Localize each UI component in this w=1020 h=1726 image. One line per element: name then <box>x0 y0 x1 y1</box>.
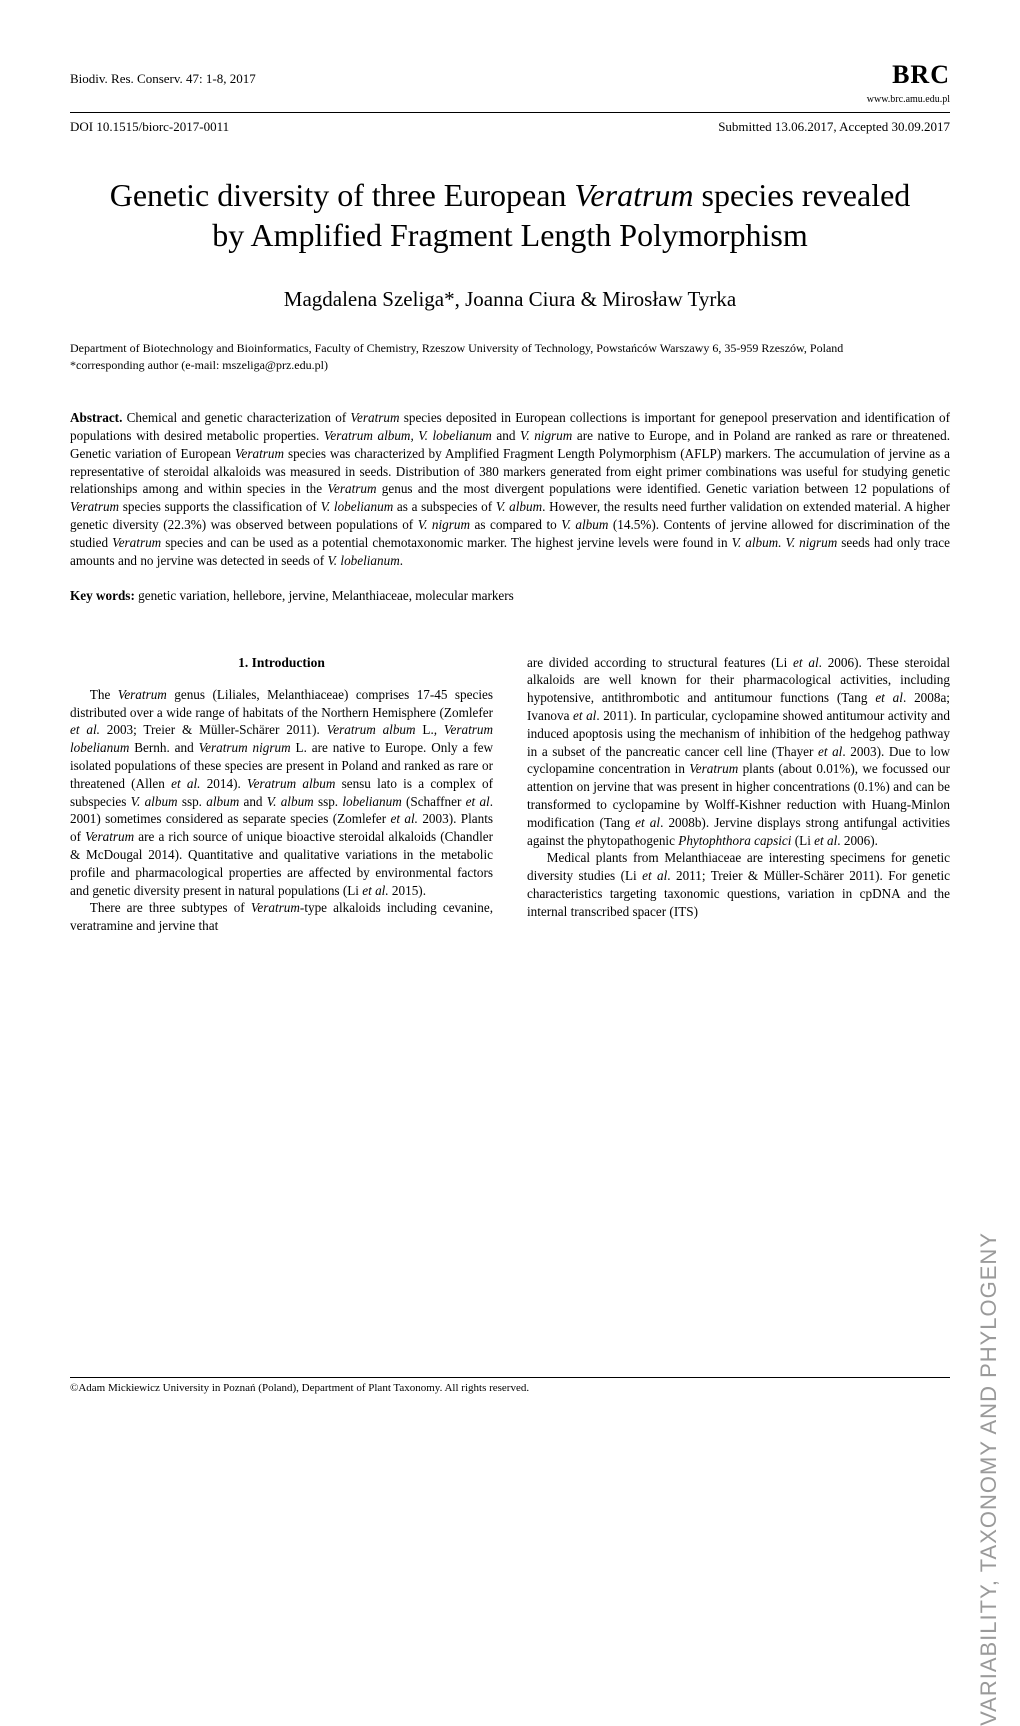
journal-reference: Biodiv. Res. Conserv. 47: 1-8, 2017 <box>70 71 256 87</box>
body-columns: 1. Introduction The Veratrum genus (Lili… <box>70 654 950 936</box>
submission-dates: Submitted 13.06.2017, Accepted 30.09.201… <box>718 119 950 135</box>
section-side-label: VARIABILITY, TAXONOMY AND PHYLOGENY <box>976 1232 1002 1726</box>
column-left: 1. Introduction The Veratrum genus (Lili… <box>70 654 493 936</box>
copyright: ©Adam Mickiewicz University in Poznań (P… <box>70 1382 950 1394</box>
paragraph: are divided according to structural feat… <box>527 654 950 850</box>
journal-url: www.brc.amu.edu.pl <box>867 94 950 105</box>
abstract-text: Chemical and genetic characterization of… <box>70 410 950 568</box>
paragraph: There are three subtypes of Veratrum-typ… <box>70 899 493 935</box>
paragraph: The Veratrum genus (Liliales, Melanthiac… <box>70 686 493 900</box>
journal-logo: BRC <box>892 60 950 89</box>
corresponding-author: *corresponding author (e-mail: mszeliga@… <box>70 358 950 373</box>
header-divider <box>70 112 950 113</box>
authors: Magdalena Szeliga*, Joanna Ciura & Miros… <box>70 287 950 312</box>
footer-divider <box>70 1377 950 1378</box>
article-title: Genetic diversity of three European Vera… <box>90 175 930 255</box>
page-footer: ©Adam Mickiewicz University in Poznań (P… <box>70 1377 950 1394</box>
keywords-text: genetic variation, hellebore, jervine, M… <box>138 588 514 603</box>
abstract: Abstract. Chemical and genetic character… <box>70 409 950 569</box>
doi: DOI 10.1515/biorc-2017-0011 <box>70 119 229 135</box>
keywords: Key words: genetic variation, hellebore,… <box>70 588 950 604</box>
affiliation: Department of Biotechnology and Bioinfor… <box>70 340 950 356</box>
abstract-label: Abstract. <box>70 410 122 425</box>
keywords-label: Key words: <box>70 588 135 603</box>
paragraph: Medical plants from Melanthiaceae are in… <box>527 849 950 920</box>
column-right: are divided according to structural feat… <box>527 654 950 936</box>
section-heading-introduction: 1. Introduction <box>70 654 493 672</box>
